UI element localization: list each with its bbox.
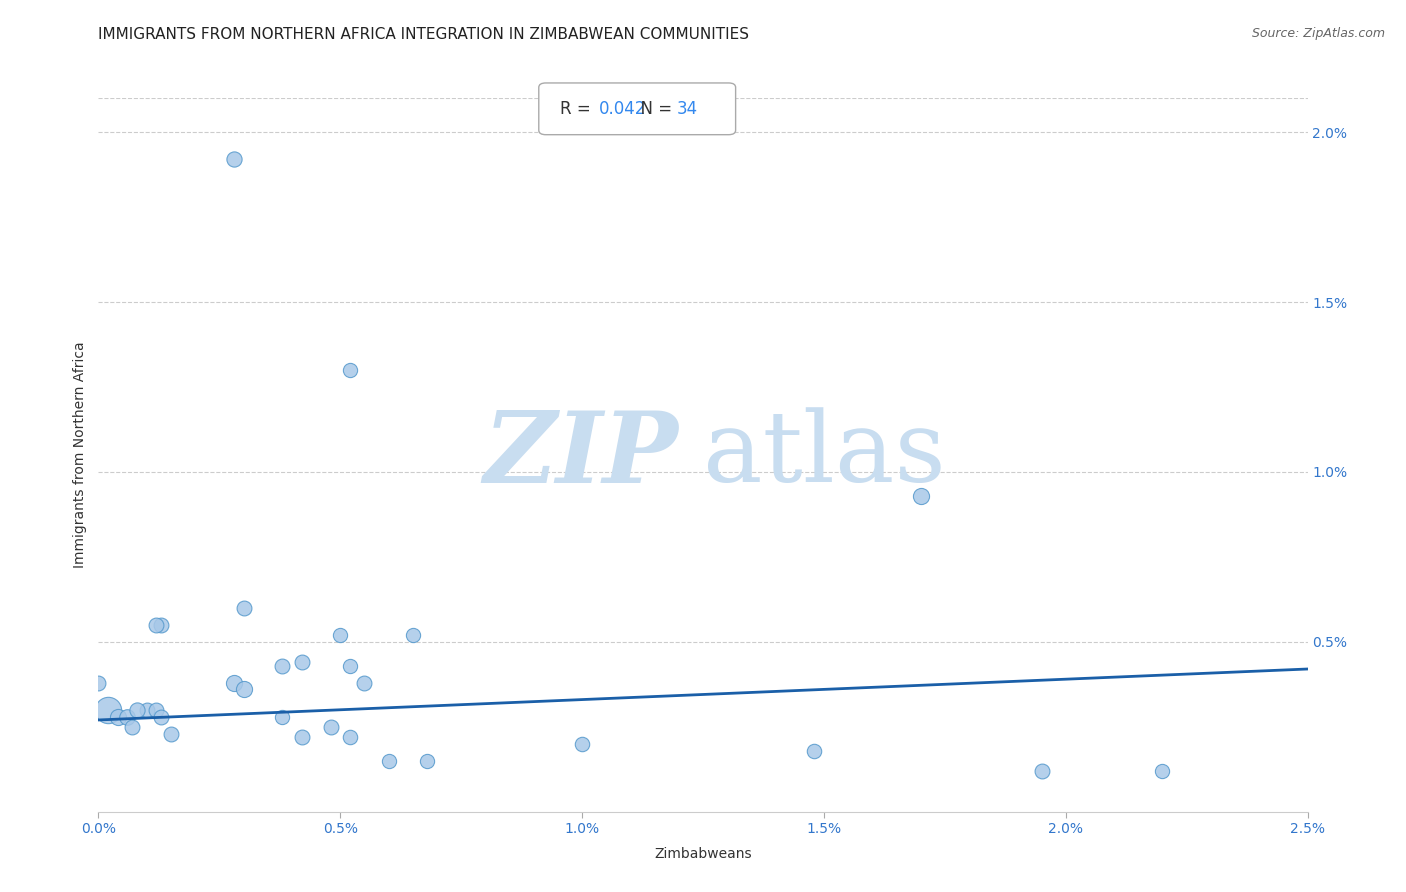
Point bbox=[339, 658, 361, 673]
Point bbox=[97, 703, 120, 717]
Point bbox=[329, 628, 352, 642]
Point bbox=[377, 754, 399, 768]
Point bbox=[87, 675, 110, 690]
Text: atlas: atlas bbox=[703, 407, 946, 503]
Point bbox=[1031, 764, 1053, 778]
Point bbox=[127, 703, 149, 717]
Point bbox=[271, 709, 294, 723]
Point bbox=[416, 754, 439, 768]
Point bbox=[339, 363, 361, 377]
Text: R =: R = bbox=[560, 100, 596, 118]
Point bbox=[1152, 764, 1174, 778]
Point bbox=[232, 600, 254, 615]
Point bbox=[319, 720, 342, 734]
Point bbox=[910, 489, 932, 503]
Point bbox=[803, 743, 825, 757]
Point bbox=[150, 709, 173, 723]
Text: ZIP: ZIP bbox=[484, 407, 679, 503]
Point bbox=[222, 675, 245, 690]
Point bbox=[339, 730, 361, 744]
Point bbox=[117, 709, 139, 723]
Point bbox=[121, 720, 143, 734]
Point bbox=[232, 682, 254, 697]
Point bbox=[271, 658, 294, 673]
Text: 34: 34 bbox=[676, 100, 697, 118]
Point bbox=[150, 617, 173, 632]
Text: 0.042: 0.042 bbox=[599, 100, 647, 118]
Point bbox=[290, 655, 312, 669]
Text: Source: ZipAtlas.com: Source: ZipAtlas.com bbox=[1251, 27, 1385, 40]
Point bbox=[160, 726, 183, 740]
X-axis label: Zimbabweans: Zimbabweans bbox=[654, 847, 752, 862]
Text: N =: N = bbox=[630, 100, 678, 118]
Point bbox=[290, 730, 312, 744]
Y-axis label: Immigrants from Northern Africa: Immigrants from Northern Africa bbox=[73, 342, 87, 568]
Point bbox=[135, 703, 157, 717]
Point bbox=[107, 709, 129, 723]
Point bbox=[402, 628, 425, 642]
Text: IMMIGRANTS FROM NORTHERN AFRICA INTEGRATION IN ZIMBABWEAN COMMUNITIES: IMMIGRANTS FROM NORTHERN AFRICA INTEGRAT… bbox=[98, 27, 749, 42]
Point bbox=[353, 675, 375, 690]
Point bbox=[145, 703, 167, 717]
Point bbox=[571, 737, 593, 751]
Point bbox=[222, 153, 245, 167]
Point bbox=[145, 617, 167, 632]
